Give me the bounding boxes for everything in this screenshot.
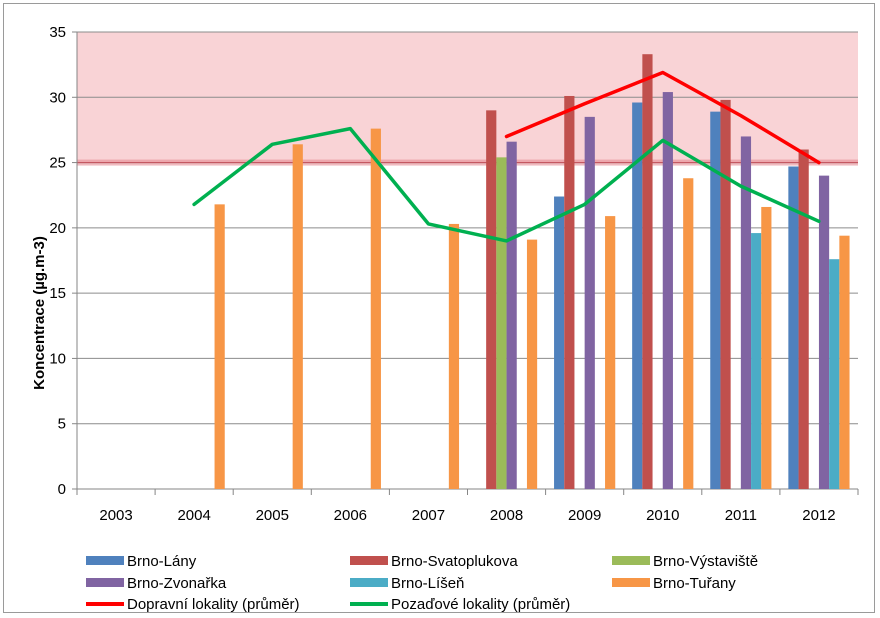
bar-brno-tu-any-2005 [292, 144, 303, 489]
x-tick-label-2007: 2007 [412, 507, 445, 524]
bar-brno-tu-any-2004 [214, 204, 225, 489]
bar-brno-zvona-ka-2011 [740, 136, 752, 489]
x-tick-label-2005: 2005 [256, 507, 289, 524]
bar-brno-tu-any-2009 [605, 216, 616, 489]
bar-brno-svatoplukova-2008 [486, 110, 497, 489]
legend-label-3: Brno-Zvonařka [127, 575, 227, 592]
bar-brno-tu-any-2010 [683, 178, 694, 490]
bar-brno-l-ny-2011 [710, 111, 721, 490]
bar-brno-svatoplukova-2012 [798, 149, 809, 489]
bar-brno-l-e--2011 [751, 233, 762, 489]
y-tick-label-25: 25 [49, 155, 66, 172]
legend-swatch-0 [86, 556, 124, 565]
bar-brno-tu-any-2008 [526, 239, 538, 489]
legend: Brno-Lány Brno-Svatoplukova Brno-Výstavišt… [86, 553, 758, 613]
legend-label-5: Brno-Tuřany [653, 575, 736, 592]
x-tick-label-2010: 2010 [646, 507, 679, 524]
legend-swatch-3 [86, 578, 124, 587]
y-tick-label-20: 20 [49, 220, 66, 237]
x-tick-label-2003: 2003 [99, 507, 132, 524]
x-tick-label-2009: 2009 [568, 507, 601, 524]
legend-line-label-1: Pozaďové lokality (průměr) [391, 596, 570, 613]
bar-brno-tu-any-2007 [448, 223, 460, 489]
x-tick-labels: 2003 2004 2005 2006 2007 2008 2009 2010 2011 2012 [99, 507, 835, 524]
bar-brno-zvona-ka-2008 [506, 141, 517, 489]
bar-brno-tu-any-2011 [761, 206, 772, 490]
x-tick-label-2006: 2006 [334, 507, 367, 524]
bar-brno-tu-any-2012 [839, 235, 850, 489]
y-tick-label-15: 15 [49, 285, 66, 302]
legend-swatch-1 [350, 556, 388, 565]
y-tick-label-30: 30 [49, 89, 66, 106]
y-tick-labels: 0 5 10 15 20 25 30 35 [49, 24, 66, 498]
legend-label-1: Brno-Svatoplukova [391, 553, 518, 570]
x-tick-label-2012: 2012 [802, 507, 835, 524]
bar-brno-tu-any-2006 [370, 128, 381, 489]
bar-brno-l-ny-2012 [788, 166, 799, 489]
x-tick-label-2004: 2004 [177, 507, 210, 524]
legend-label-0: Brno-Lány [127, 553, 197, 570]
bar-brno-svatoplukova-2011 [720, 99, 731, 489]
legend-swatch-5 [612, 578, 650, 587]
legend-label-2: Brno-Výstaviště [653, 553, 758, 570]
bar-brno-v-stavi-t--2008 [496, 157, 507, 489]
x-tick-label-2008: 2008 [490, 507, 523, 524]
y-tick-label-10: 10 [49, 350, 66, 367]
legend-label-4: Brno-Líšeň [391, 575, 464, 592]
bar-brno-zvona-ka-2012 [818, 175, 830, 489]
x-tick-label-2011: 2011 [725, 507, 757, 524]
bar-brno-l-ny-2009 [554, 196, 565, 489]
bar-brno-l-ny-2010 [632, 102, 643, 489]
bar-brno-l-e--2012 [829, 259, 840, 489]
bar-brno-zvona-ka-2010 [662, 92, 673, 489]
y-axis-label: Koncentrace (µg.m-3) [31, 236, 48, 390]
average-lines [192, 70, 821, 243]
legend-swatch-2 [612, 556, 650, 565]
bar-brno-zvona-ka-2009 [584, 116, 595, 489]
y-tick-label-0: 0 [58, 481, 66, 498]
line-series-1 [192, 126, 821, 243]
bars [214, 54, 850, 490]
bar-brno-svatoplukova-2010 [642, 54, 653, 489]
line-series-0 [504, 70, 821, 165]
y-tick-label-35: 35 [49, 24, 66, 41]
bar-brno-svatoplukova-2009 [564, 95, 575, 489]
legend-swatch-4 [350, 578, 388, 587]
legend-line-label-0: Dopravní lokality (průměr) [127, 596, 300, 613]
y-tick-label-5: 5 [58, 416, 66, 433]
